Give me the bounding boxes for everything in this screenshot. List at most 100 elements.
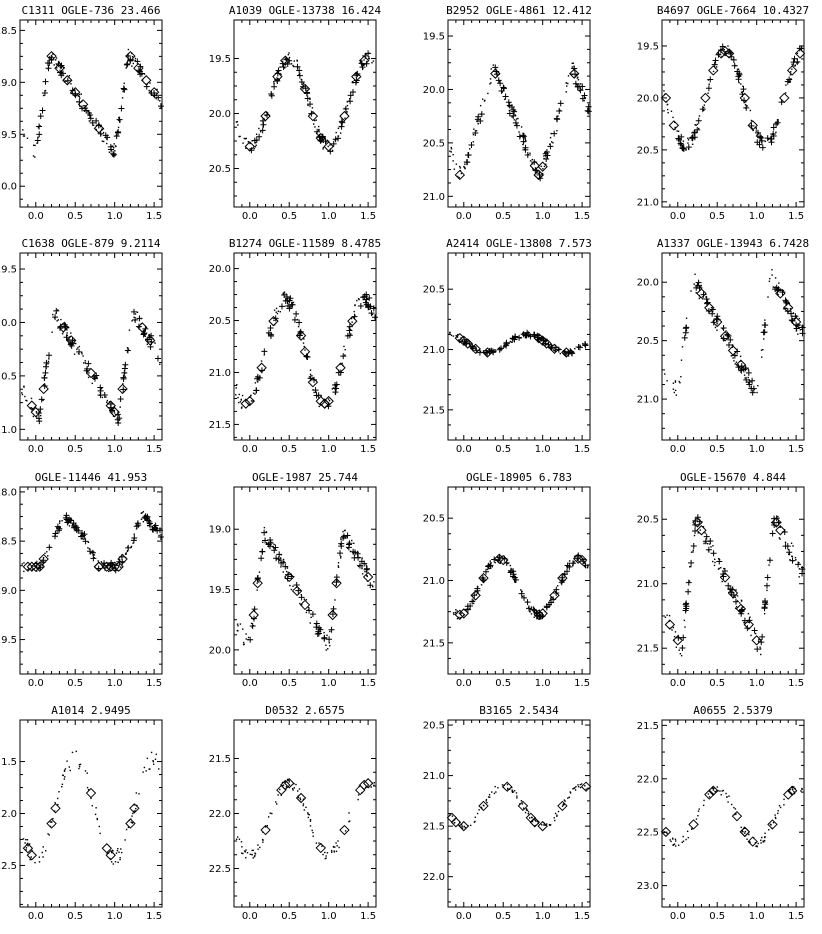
diamond-marker <box>450 817 462 828</box>
data-point <box>296 59 298 61</box>
data-point <box>557 810 560 813</box>
data-point <box>479 104 482 107</box>
x-tick-label: 1.5 <box>574 444 590 455</box>
diamond-marker <box>735 359 747 370</box>
data-point <box>789 558 791 561</box>
data-point <box>759 648 762 650</box>
cross-marker <box>691 129 698 136</box>
data-point <box>288 52 290 54</box>
cross-marker <box>762 322 769 329</box>
cross-marker <box>359 64 366 71</box>
data-point <box>763 338 765 340</box>
cross-marker <box>766 557 773 564</box>
data-point <box>452 335 455 337</box>
data-point <box>296 60 298 62</box>
data-point <box>44 552 46 555</box>
data-point <box>682 140 685 142</box>
cross-marker <box>522 144 529 151</box>
cross-marker <box>464 603 471 610</box>
data-point <box>336 845 338 847</box>
data-point <box>32 155 35 157</box>
cross-marker <box>368 310 375 317</box>
cross-marker <box>141 330 148 337</box>
data-point <box>81 351 83 354</box>
data-point <box>322 141 324 144</box>
data-point <box>279 788 281 791</box>
data-point <box>257 381 259 383</box>
cross-marker <box>271 547 278 554</box>
cross-marker <box>261 529 268 536</box>
cross-marker <box>497 80 504 87</box>
data-point <box>552 349 555 351</box>
data-point <box>88 548 91 550</box>
data-point <box>361 566 363 568</box>
data-point <box>106 401 108 404</box>
data-point <box>344 348 346 351</box>
y-tick-label: 21.5 <box>209 420 231 431</box>
x-tick-label: 1.0 <box>535 678 551 689</box>
data-point <box>755 845 757 847</box>
data-point <box>155 753 158 756</box>
data-point <box>740 600 743 602</box>
data-point <box>697 532 699 534</box>
data-point <box>65 80 67 83</box>
data-point <box>521 803 524 805</box>
data-point <box>235 387 237 389</box>
cross-marker <box>116 116 123 123</box>
cross-marker <box>564 568 571 575</box>
data-point <box>567 75 570 77</box>
cross-marker <box>485 563 492 570</box>
data-point <box>676 130 678 132</box>
data-point <box>242 142 244 144</box>
data-point <box>116 564 118 567</box>
data-point <box>83 538 85 541</box>
data-point <box>47 833 49 835</box>
y-tick-label: 21.0 <box>423 771 445 782</box>
diamond-marker <box>133 62 144 74</box>
data-point <box>145 770 147 772</box>
x-tick-label: 1.5 <box>788 211 804 222</box>
diamond-marker <box>794 48 806 59</box>
data-point <box>58 61 61 63</box>
data-point <box>86 772 88 774</box>
data-point <box>277 310 280 312</box>
data-point <box>771 274 773 276</box>
data-point <box>709 543 711 545</box>
data-point <box>456 617 459 620</box>
x-tick-label: 0.5 <box>281 211 297 222</box>
cross-marker <box>302 85 309 92</box>
data-point <box>299 798 302 801</box>
y-tick-label: 21.0 <box>637 197 659 208</box>
data-point <box>80 93 83 95</box>
data-point <box>297 325 300 328</box>
data-point <box>799 329 802 331</box>
light-curve-panel: A1014 2.949521.522.022.50.00.51.01.5 <box>0 704 163 922</box>
cross-marker <box>146 519 153 526</box>
data-point <box>742 831 744 833</box>
x-tick-label: 0.5 <box>67 911 83 922</box>
data-point <box>98 825 101 828</box>
diamond-marker <box>712 316 723 328</box>
cross-marker <box>703 533 710 540</box>
y-tick-label: 20.5 <box>423 138 445 149</box>
data-point <box>335 850 338 853</box>
plot-frame <box>447 719 591 908</box>
data-point <box>672 843 675 846</box>
x-tick-label: 0.5 <box>495 911 511 922</box>
data-point <box>357 551 359 554</box>
data-point <box>476 120 478 122</box>
data-point <box>67 343 70 345</box>
cross-marker <box>51 533 58 540</box>
data-point <box>680 359 683 361</box>
data-point <box>128 329 131 331</box>
cross-marker <box>82 538 89 545</box>
cross-marker <box>342 105 349 112</box>
data-point <box>792 545 794 547</box>
cross-marker <box>773 120 780 127</box>
data-point <box>73 353 76 355</box>
x-tick-label: 0.0 <box>456 911 472 922</box>
data-point <box>721 790 723 792</box>
cross-marker <box>312 387 319 394</box>
data-point <box>124 839 126 841</box>
